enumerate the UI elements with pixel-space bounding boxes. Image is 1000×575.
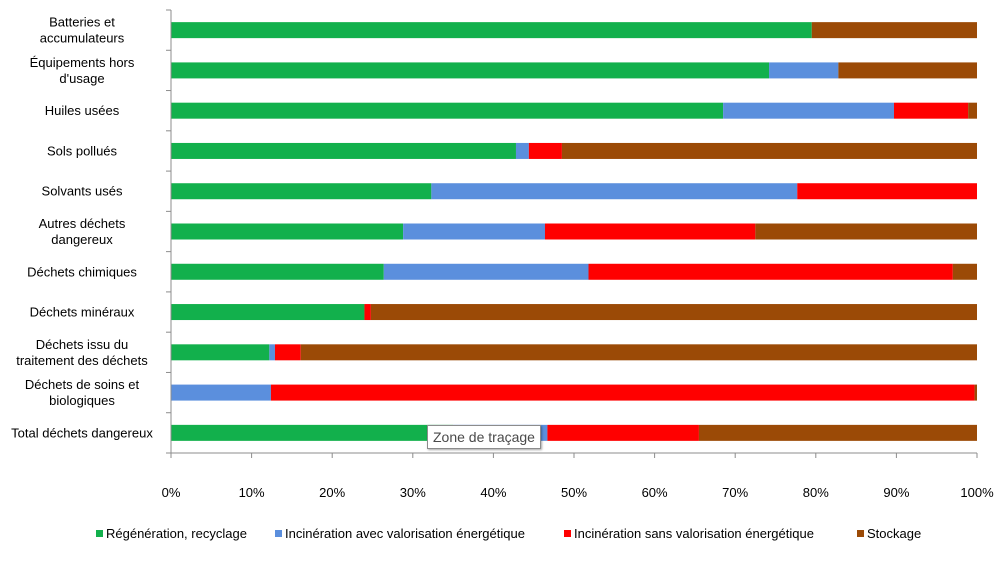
bar-segment-9-series-2[interactable] (269, 344, 275, 361)
bar-segment-2-series-1[interactable] (171, 62, 770, 79)
bar-segment-1-series-1[interactable] (171, 22, 812, 39)
category-label-line: Déchets issu du (36, 337, 129, 352)
value-tick-label: 0% (162, 485, 181, 500)
category-label-line: Déchets minéraux (30, 305, 135, 320)
bar-segment-10-series-3[interactable] (270, 384, 975, 401)
category-label-line: traitement des déchets (16, 353, 148, 368)
bar-segment-4-series-1[interactable] (171, 142, 516, 159)
bar-segment-4-series-4[interactable] (561, 142, 977, 159)
bar-segment-7-series-2[interactable] (383, 263, 589, 280)
bar-segment-3-series-2[interactable] (723, 102, 894, 119)
category-label: Déchets de soins et biologiques (25, 377, 140, 408)
category-label-line: accumulateurs (40, 31, 125, 46)
bar-segment-7-series-1[interactable] (171, 263, 384, 280)
legend-entry[interactable]: Incinération avec valorisation énergétiq… (285, 526, 525, 541)
bar-segment-11-series-1[interactable] (171, 424, 454, 441)
category-label: Sols pollués (47, 143, 118, 158)
category-label: Solvants usés (42, 184, 123, 199)
value-tick-label: 10% (239, 485, 265, 500)
legend-entry[interactable]: Stockage (867, 526, 921, 541)
legend-entry[interactable]: Régénération, recyclage (106, 526, 247, 541)
axes (166, 9, 978, 458)
bar-segment-4-series-2[interactable] (515, 142, 529, 159)
value-tick-label: 50% (561, 485, 587, 500)
bar-segment-9-series-1[interactable] (171, 344, 270, 361)
bar-segment-4-series-3[interactable] (528, 142, 562, 159)
category-label-line: Huiles usées (45, 103, 120, 118)
bar-segment-7-series-4[interactable] (952, 263, 977, 280)
category-label-line: biologiques (49, 393, 115, 408)
category-label-line: Déchets de soins et (25, 377, 140, 392)
bar-segment-8-series-3[interactable] (364, 304, 371, 321)
value-tick-label: 40% (480, 485, 506, 500)
category-label: Déchets chimiques (27, 264, 137, 279)
bar-segment-9-series-3[interactable] (274, 344, 301, 361)
category-label-line: d'usage (59, 71, 104, 86)
bar-segment-10-series-4[interactable] (974, 384, 977, 401)
legend-entry[interactable]: Incinération sans valorisation énergétiq… (574, 526, 814, 541)
category-label-line: Solvants usés (42, 184, 123, 199)
value-tick-label: 80% (803, 485, 829, 500)
bar-segment-5-series-3[interactable] (797, 183, 977, 200)
value-axis: 0% 10% 20% 30% 40% 50% 60% 70% 80% 90% 100% (162, 485, 994, 500)
bar-segment-6-series-2[interactable] (403, 223, 545, 240)
category-label-line: Total déchets dangereux (11, 425, 153, 440)
category-label-line: dangereux (51, 232, 113, 247)
legend-swatch (564, 530, 571, 537)
bar-segment-5-series-1[interactable] (171, 183, 432, 200)
category-label-line: Autres déchets (39, 216, 126, 231)
category-label: Huiles usées (45, 103, 120, 118)
category-label: Déchets minéraux (30, 305, 135, 320)
category-label: Total déchets dangereux (11, 425, 153, 440)
bar-segment-6-series-3[interactable] (544, 223, 756, 240)
legend-swatch (96, 530, 103, 537)
category-label: Autres déchets dangereux (39, 216, 126, 247)
plot-area[interactable] (171, 22, 977, 441)
bar-segment-7-series-3[interactable] (588, 263, 953, 280)
category-label-line: Équipements hors (30, 55, 135, 70)
legend-swatch (275, 530, 282, 537)
value-tick-label: 100% (960, 485, 994, 500)
category-label: Déchets issu du traitement des déchets (16, 337, 148, 368)
value-tick-label: 70% (722, 485, 748, 500)
plot-area-tooltip: Zone de traçage (427, 425, 541, 449)
bar-segment-8-series-1[interactable] (171, 304, 365, 321)
bar-segment-6-series-1[interactable] (171, 223, 404, 240)
legend-swatch (857, 530, 864, 537)
value-tick-label: 60% (642, 485, 668, 500)
bar-segment-3-series-1[interactable] (171, 102, 724, 119)
bar-segment-2-series-2[interactable] (769, 62, 839, 79)
bar-segment-11-series-3[interactable] (547, 424, 699, 441)
value-tick-label: 30% (400, 485, 426, 500)
category-label-line: Déchets chimiques (27, 264, 137, 279)
bar-segment-3-series-3[interactable] (893, 102, 969, 119)
bar-segment-1-series-4[interactable] (811, 22, 977, 39)
value-tick-label: 90% (883, 485, 909, 500)
category-axis: Batteries et accumulateurs Équipements hor… (11, 15, 153, 441)
bar-segment-8-series-4[interactable] (370, 304, 977, 321)
bar-segment-11-series-4[interactable] (698, 424, 977, 441)
bar-segment-2-series-4[interactable] (838, 62, 977, 79)
category-label: Batteries et accumulateurs (40, 15, 125, 46)
bar-segment-10-series-2[interactable] (171, 384, 271, 401)
category-label-line: Sols pollués (47, 143, 118, 158)
legend: Régénération, recyclage Incinération avec… (96, 526, 921, 541)
bar-segment-3-series-4[interactable] (968, 102, 977, 119)
category-label: Équipements hors d'usage (30, 55, 135, 86)
bar-segment-5-series-2[interactable] (431, 183, 798, 200)
bar-segment-9-series-4[interactable] (300, 344, 977, 361)
category-label-line: Batteries et (49, 15, 115, 30)
value-tick-label: 20% (319, 485, 345, 500)
bar-segment-6-series-4[interactable] (755, 223, 977, 240)
